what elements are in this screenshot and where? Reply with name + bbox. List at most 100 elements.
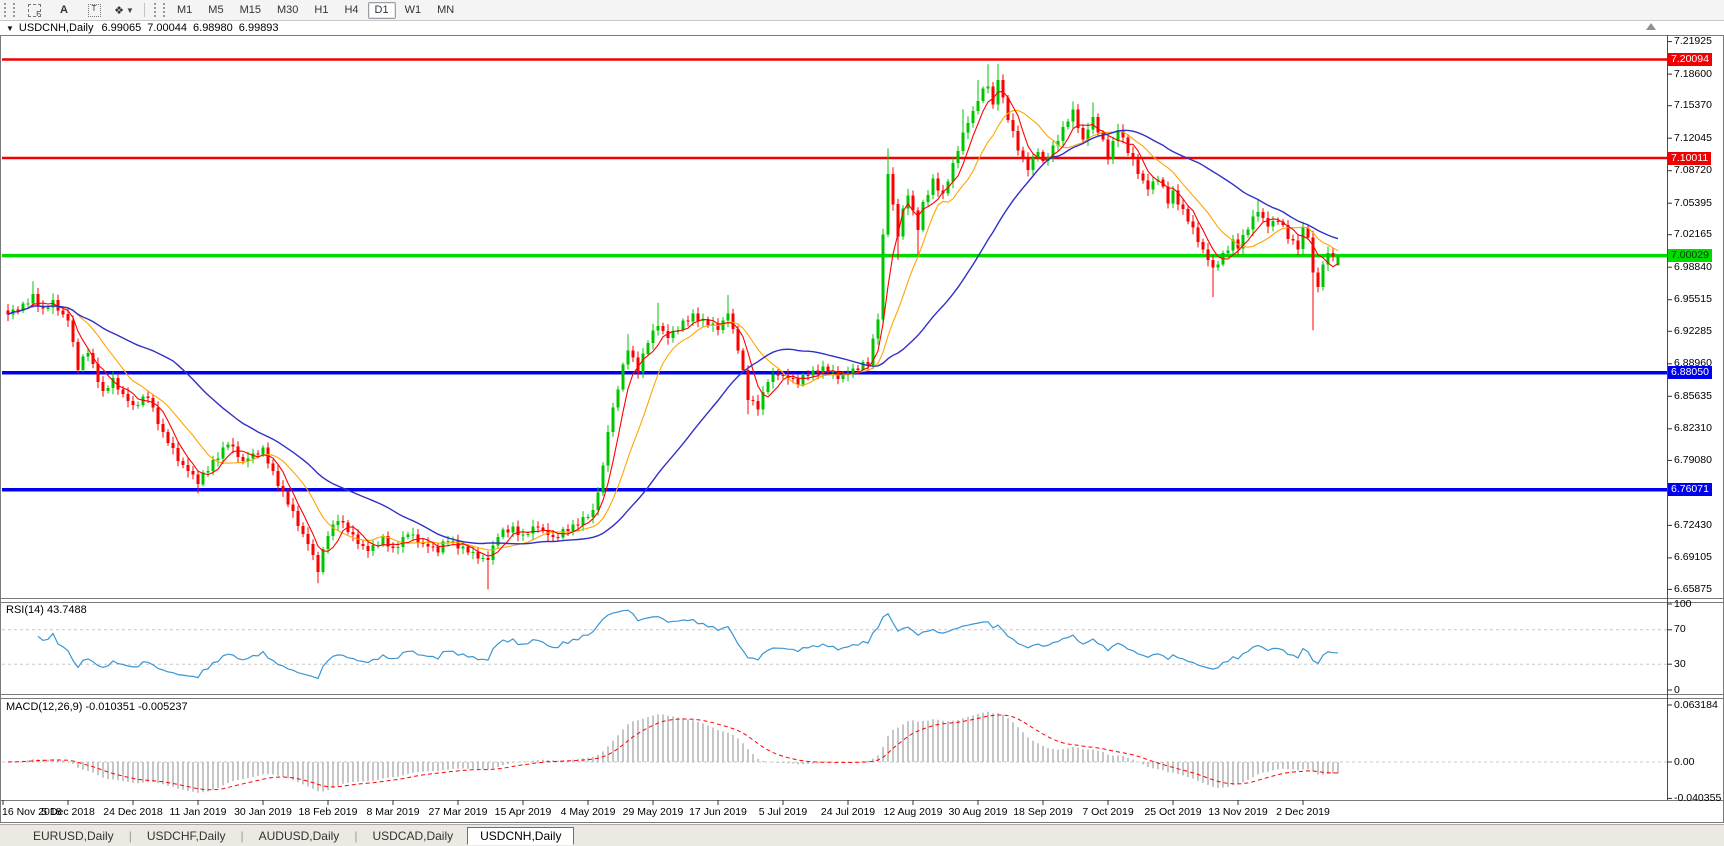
tab-separator: | xyxy=(354,828,358,843)
bear-candles xyxy=(6,80,1335,573)
date-label: 27 Mar 2019 xyxy=(428,806,488,818)
macd-label: MACD(12,26,9) -0.010351 -0.005237 xyxy=(6,701,188,713)
date-label: 5 Jul 2019 xyxy=(758,806,808,818)
ohlc-low: 6.98980 xyxy=(193,22,233,34)
tab-usdcnh[interactable]: USDCNH,Daily xyxy=(467,826,575,845)
ma-fast-line[interactable] xyxy=(7,90,1339,557)
date-label: 30 Aug 2019 xyxy=(948,806,1008,818)
tab-usdcad[interactable]: USDCAD,Daily xyxy=(372,828,454,843)
price-tick-label: 7.12045 xyxy=(1674,131,1712,144)
price-tick-label: 6.95515 xyxy=(1674,293,1712,306)
price-tick-label: 6.79080 xyxy=(1674,453,1712,466)
chart-tabs-bar: EURUSD,Daily | USDCHF,Daily | AUDUSD,Daily | U… xyxy=(0,824,1724,846)
timeframe-w1[interactable]: W1 xyxy=(404,4,422,16)
level-price-label: 7.20094 xyxy=(1668,52,1712,66)
timeframe-m5[interactable]: M5 xyxy=(208,4,224,16)
arrow-objects-tool-icon[interactable]: ❖ ▼ xyxy=(114,4,134,17)
level-price-label: 7.10011 xyxy=(1668,151,1712,165)
dropdown-caret-icon: ▼ xyxy=(125,5,134,15)
price-tick-label: 6.82310 xyxy=(1674,422,1712,435)
rsi-tick-label: 70 xyxy=(1674,623,1686,636)
price-tick-label: 7.05395 xyxy=(1674,196,1712,209)
rsi-line xyxy=(37,609,1339,680)
level-price-label: 6.88050 xyxy=(1668,366,1712,380)
ma-slow-line[interactable] xyxy=(7,129,1339,545)
macd-plot[interactable] xyxy=(2,711,1667,793)
tab-separator: | xyxy=(128,828,132,843)
toolbar: F A T ❖ ▼ M1 M5 M15 M30 H1 H4 D1 W1 MN xyxy=(0,0,1724,21)
date-label: 13 Nov 2019 xyxy=(1208,806,1268,818)
price-tick-label: 7.15370 xyxy=(1674,99,1712,112)
timeframe-group: M1 M5 M15 M30 H1 H4 D1 W1 MN xyxy=(169,1,462,19)
rsi-tick-label: 30 xyxy=(1674,657,1686,670)
ohlc-open: 6.99065 xyxy=(101,22,142,34)
bull-candles xyxy=(11,80,1340,573)
chart-frame-tool-icon[interactable]: F xyxy=(20,1,48,19)
date-label: 24 Jul 2019 xyxy=(820,806,876,818)
toolbar-separator xyxy=(144,3,145,17)
date-label: 18 Feb 2019 xyxy=(298,806,358,818)
timeframe-m30[interactable]: M30 xyxy=(276,4,299,16)
level-price-label: 6.76071 xyxy=(1668,483,1712,497)
date-label: 25 Oct 2019 xyxy=(1144,806,1202,818)
price-tick-label: 6.98840 xyxy=(1674,260,1712,273)
timeframe-h4[interactable]: H4 xyxy=(344,4,359,16)
tab-usdchf[interactable]: USDCHF,Daily xyxy=(146,828,226,843)
date-label: 29 May 2019 xyxy=(622,806,684,818)
price-tick-label: 7.08720 xyxy=(1674,164,1712,177)
date-label: 17 Jun 2019 xyxy=(689,806,747,818)
timeframe-m15[interactable]: M15 xyxy=(239,4,261,16)
text-label-tool-icon[interactable]: A xyxy=(60,4,68,16)
chart-symbol: USDCNH,Daily xyxy=(18,22,94,34)
date-label: 12 Aug 2019 xyxy=(883,806,943,818)
tab-audusd[interactable]: AUDUSD,Daily xyxy=(258,828,340,843)
price-tick-label: 6.65875 xyxy=(1674,582,1712,595)
price-tick-label: 7.02165 xyxy=(1674,228,1712,241)
chart-shift-marker[interactable] xyxy=(1646,23,1656,30)
macd-tick-label: 0.00 xyxy=(1674,755,1695,768)
date-label: 18 Sep 2019 xyxy=(1013,806,1073,818)
timeframe-grip[interactable] xyxy=(154,3,165,17)
price-tick-label: 6.72430 xyxy=(1674,518,1712,531)
ohlc-high: 7.00044 xyxy=(147,22,188,34)
macd-tick-label: 0.063184 xyxy=(1674,698,1718,711)
price-tick-label: 6.85635 xyxy=(1674,389,1712,402)
level-price-label: 7.00029 xyxy=(1668,249,1712,263)
tab-separator: | xyxy=(240,828,244,843)
date-label: 11 Jan 2019 xyxy=(169,806,227,818)
timeframe-m1[interactable]: M1 xyxy=(177,4,193,16)
price-tick-label: 6.69105 xyxy=(1674,551,1712,564)
main-chart-plot[interactable] xyxy=(2,58,1667,590)
date-label: 5 Dec 2018 xyxy=(41,806,95,818)
timeframe-mn[interactable]: MN xyxy=(437,4,455,16)
date-label: 8 Mar 2019 xyxy=(366,806,420,818)
ohlc-close: 6.99893 xyxy=(238,22,279,34)
price-tick-label: 7.21925 xyxy=(1674,35,1712,48)
price-tick-label: 6.92285 xyxy=(1674,324,1712,337)
bull-wicks xyxy=(12,63,1339,575)
toolbar-grip[interactable] xyxy=(4,3,15,17)
chart-title-bar[interactable]: ▼ USDCNH,Daily 6.99065 7.00044 6.98980 6… xyxy=(0,21,1724,35)
timeframe-d1[interactable]: D1 xyxy=(367,1,396,19)
date-label: 16 Nov 2018 xyxy=(2,806,62,818)
text-box-tool-icon[interactable]: T xyxy=(80,1,108,19)
bear-wicks xyxy=(7,74,1334,590)
date-label: 30 Jan 2019 xyxy=(234,806,292,818)
date-label: 24 Dec 2018 xyxy=(103,806,163,818)
macd-signal-line xyxy=(7,714,1339,791)
macd-histogram xyxy=(12,711,1339,793)
symbol-dropdown-icon[interactable]: ▼ xyxy=(6,23,14,33)
tab-eurusd[interactable]: EURUSD,Daily xyxy=(33,828,114,843)
date-label: 4 May 2019 xyxy=(560,806,616,818)
rsi-plot[interactable] xyxy=(2,609,1667,680)
macd-tick-label: -0.040355 xyxy=(1674,791,1722,804)
rsi-tick-label: 0 xyxy=(1674,683,1680,696)
date-label: 15 Apr 2019 xyxy=(494,806,552,818)
timeframe-h1[interactable]: H1 xyxy=(314,4,329,16)
rsi-label: RSI(14) 43.7488 xyxy=(6,604,87,616)
price-tick-label: 7.18600 xyxy=(1674,67,1712,80)
date-label: 7 Oct 2019 xyxy=(1082,806,1134,818)
date-label: 2 Dec 2019 xyxy=(1276,806,1330,818)
